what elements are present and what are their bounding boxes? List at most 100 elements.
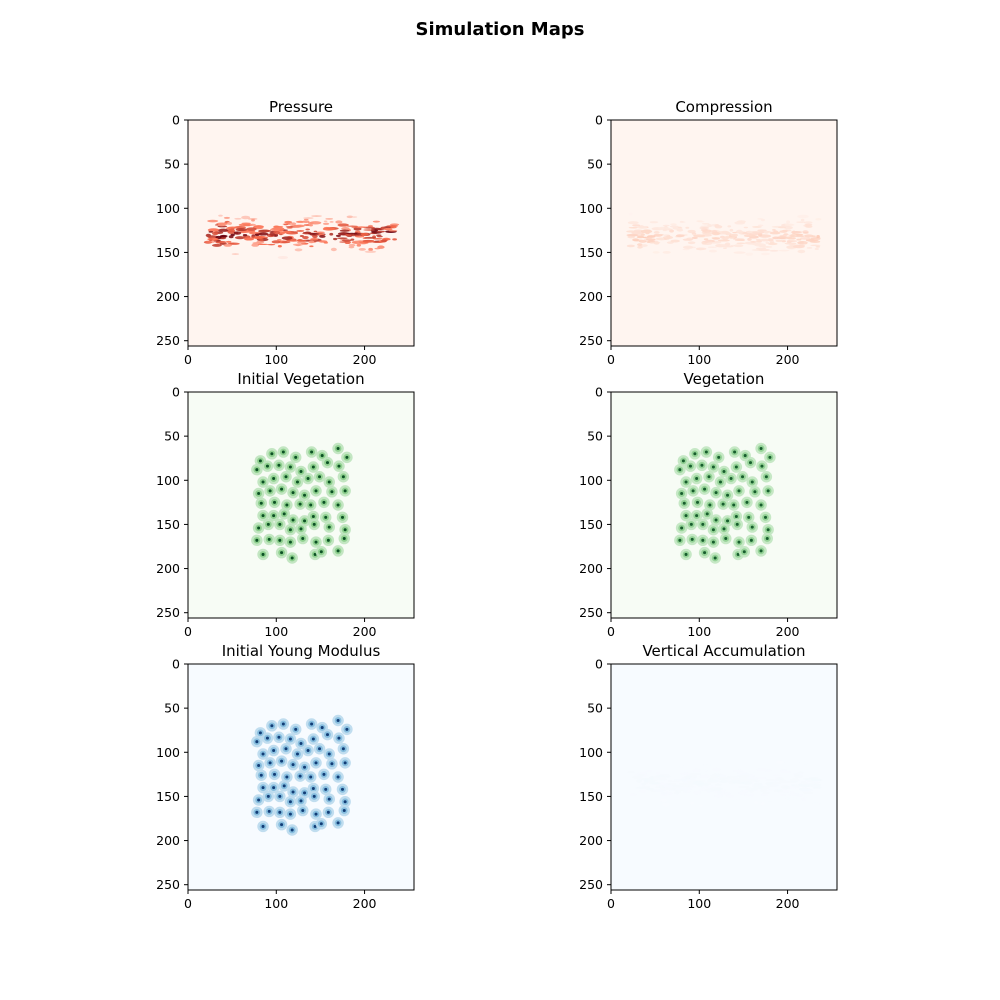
band-cell: [310, 237, 319, 241]
band-cell: [234, 217, 242, 220]
patch-core: [311, 514, 315, 518]
patch-core: [690, 537, 694, 541]
band-cell: [719, 792, 731, 795]
patch-core: [312, 794, 316, 798]
band-cell: [703, 240, 713, 243]
band-cell: [660, 798, 667, 803]
band-cell: [809, 777, 819, 780]
patch-core: [734, 465, 738, 469]
band-cell: [803, 792, 814, 794]
patch-core: [291, 518, 295, 522]
patch-core: [325, 733, 329, 737]
band-cell: [389, 223, 400, 226]
band-cell: [721, 789, 726, 792]
band-cell: [650, 781, 659, 784]
band-cell: [803, 231, 809, 234]
band-cell: [665, 786, 676, 791]
band-cell: [755, 240, 762, 243]
patch-core: [261, 480, 265, 484]
band-cell: [736, 242, 746, 245]
band-cell: [207, 237, 219, 241]
patch-core: [272, 477, 276, 481]
band-cell: [337, 223, 349, 227]
band-cell: [799, 237, 811, 240]
patch-core: [288, 465, 292, 469]
band-cell: [778, 249, 790, 252]
panel-title: Vegetation: [684, 370, 765, 388]
patch-core: [290, 556, 294, 560]
patch-core: [726, 519, 730, 523]
y-tick-label: 0: [595, 113, 603, 128]
panel-title: Initial Vegetation: [237, 370, 364, 388]
band-cell: [647, 235, 656, 238]
band-cell: [303, 218, 309, 221]
band-cell: [272, 225, 284, 228]
band-cell: [357, 240, 363, 242]
band-cell: [296, 239, 307, 242]
patch-core: [319, 822, 323, 826]
band-cell: [271, 240, 281, 244]
y-tick-label: 150: [156, 789, 180, 804]
band-cell: [693, 234, 706, 238]
band-cell: [323, 220, 328, 223]
band-cell: [322, 222, 330, 225]
patch-core: [303, 765, 307, 769]
heatmap-cells: [203, 214, 400, 260]
band-cell: [636, 786, 649, 789]
band-cell: [687, 241, 696, 245]
band-cell: [299, 234, 304, 238]
band-cell: [678, 783, 689, 785]
band-cell: [659, 786, 665, 789]
patch-core: [678, 538, 682, 542]
patch-core: [337, 736, 341, 740]
band-cell: [682, 787, 691, 791]
band-cell: [689, 777, 697, 781]
band-cell: [380, 239, 388, 243]
band-cell: [211, 243, 222, 247]
patch-core: [330, 490, 334, 494]
band-cell: [683, 790, 691, 794]
patch-core: [343, 528, 347, 532]
band-cell: [778, 780, 789, 783]
y-tick-label: 200: [579, 833, 603, 848]
band-cell: [372, 237, 383, 240]
band-cell: [707, 246, 717, 248]
band-cell: [776, 236, 788, 239]
patch-core: [301, 537, 305, 541]
patch-core: [336, 446, 340, 451]
band-cell: [657, 778, 667, 781]
patch-core: [282, 512, 286, 516]
patch-core: [299, 527, 303, 531]
patch-core: [288, 737, 292, 741]
patch-core: [327, 480, 331, 484]
band-cell: [773, 230, 779, 234]
band-cell: [692, 782, 704, 785]
band-cell: [761, 252, 770, 256]
patch-core: [261, 514, 265, 518]
patch-core: [345, 455, 349, 459]
band-cell: [243, 237, 255, 241]
band-cell: [682, 245, 694, 250]
band-cell: [674, 791, 680, 795]
band-cell: [753, 801, 759, 805]
patch-core: [310, 450, 314, 454]
band-cell: [810, 779, 821, 782]
patch-core: [294, 727, 298, 731]
band-cell: [795, 793, 801, 796]
band-cell: [227, 230, 236, 234]
patch-core: [342, 537, 346, 541]
band-cell: [779, 794, 787, 796]
band-cell: [253, 236, 265, 240]
band-cell: [283, 223, 288, 226]
band-cell: [804, 234, 814, 238]
band-cell: [675, 234, 685, 238]
band-cell: [716, 783, 721, 786]
panel-title: Vertical Accumulation: [642, 642, 805, 660]
band-cell: [290, 222, 297, 226]
patch-core: [718, 480, 722, 484]
band-cell: [658, 774, 670, 778]
patch-core: [285, 775, 289, 779]
patch-core: [695, 477, 699, 481]
patch-core: [299, 799, 303, 803]
band-cell: [683, 775, 693, 779]
